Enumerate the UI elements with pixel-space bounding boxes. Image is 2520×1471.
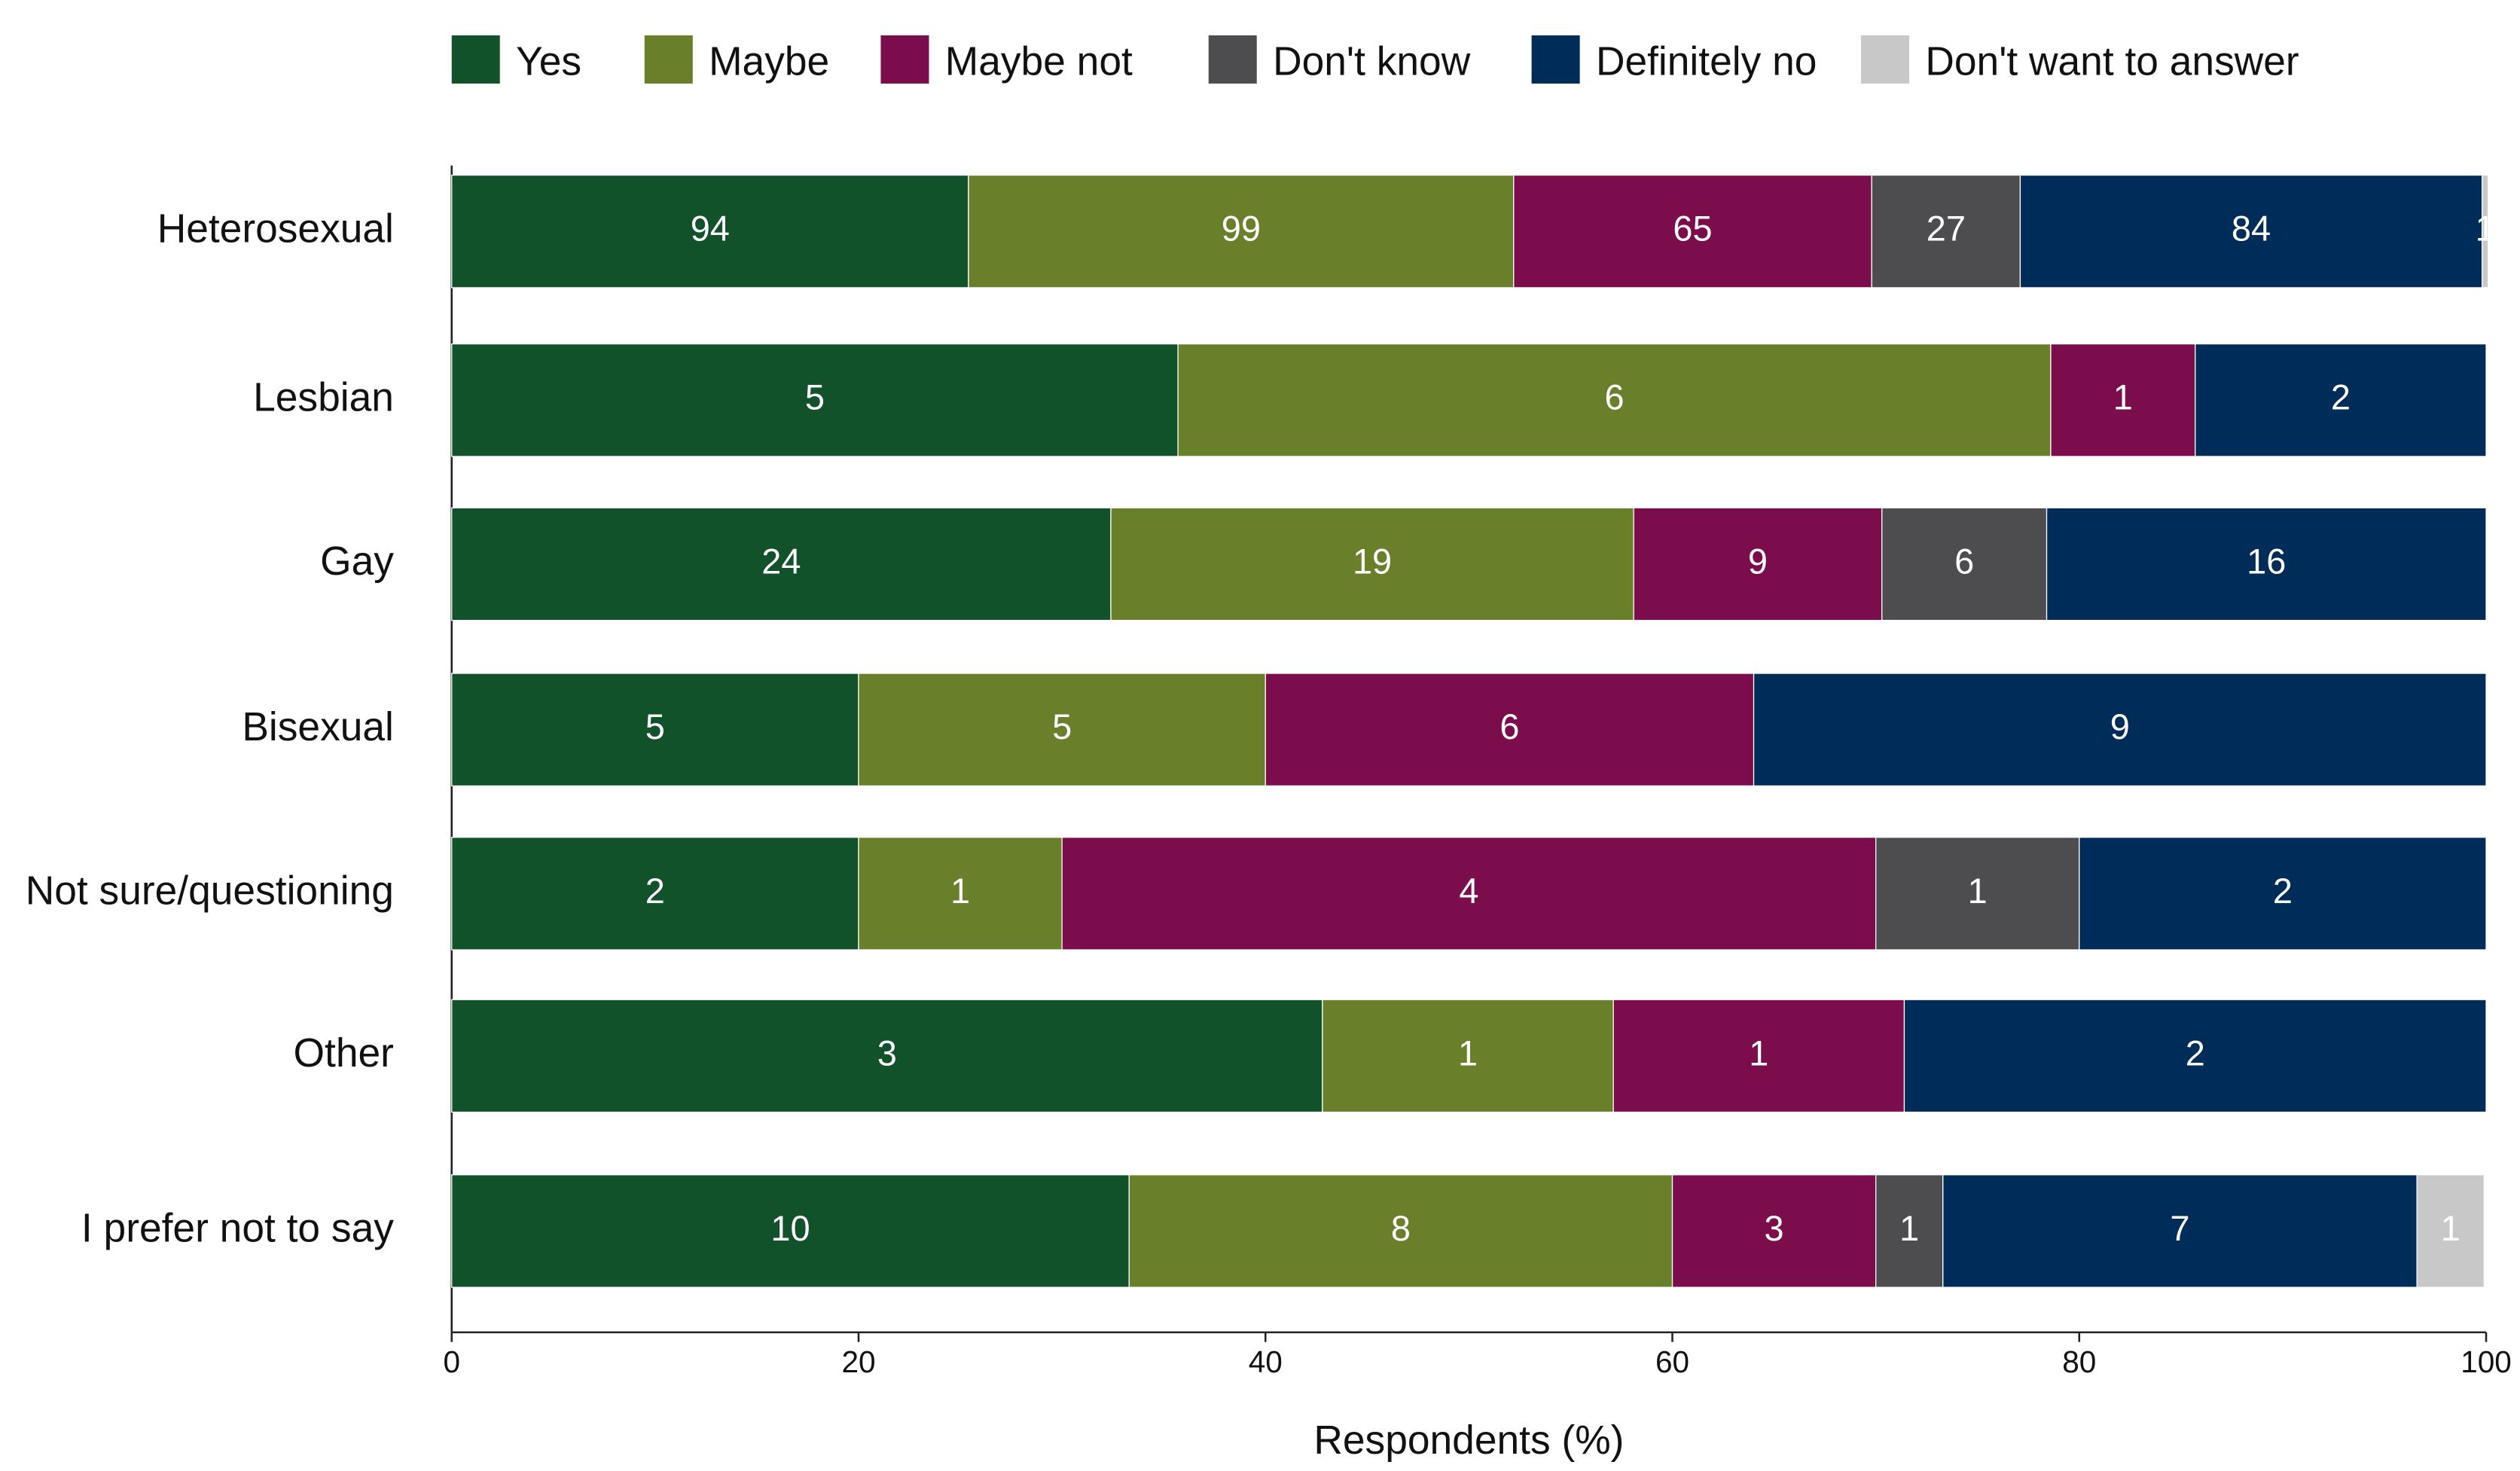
legend-swatch: [1208, 35, 1257, 84]
bar-segment: [1061, 837, 1877, 951]
bar-segment: [451, 673, 859, 787]
bar-segment: [1875, 1174, 1944, 1288]
category-label: Other: [294, 1031, 394, 1076]
bar-segment: [1265, 673, 1755, 787]
data-label: 2: [2331, 378, 2351, 417]
bar-segment: [1513, 174, 1872, 288]
data-label: 1: [2113, 378, 2133, 417]
data-label: 9: [1748, 542, 1768, 581]
legend-swatch: [644, 35, 693, 84]
bar-segment: [2079, 837, 2487, 951]
data-label: 3: [877, 1033, 897, 1073]
x-tick-label: 20: [841, 1344, 875, 1379]
data-label: 94: [691, 209, 730, 249]
legend-label: Definitely no: [1596, 39, 1817, 84]
bar-segment: [451, 507, 1112, 621]
legend-swatch: [1531, 35, 1580, 84]
x-tick-label: 60: [1655, 1344, 1689, 1379]
data-label: 9: [2110, 707, 2130, 746]
bar-segment: [2046, 507, 2487, 621]
data-label: 99: [1222, 209, 1261, 249]
data-label: 1: [1899, 1209, 1919, 1248]
x-axis-label: Respondents (%): [1313, 1418, 1624, 1463]
data-label: 5: [1052, 707, 1072, 746]
bar-segment: [1671, 1174, 1877, 1288]
legend-label: Maybe not: [945, 39, 1133, 84]
bar-segment: [451, 837, 859, 951]
legend-label: Maybe: [709, 39, 829, 84]
data-label: 6: [1954, 542, 1974, 581]
data-label: 7: [2170, 1209, 2189, 1248]
x-tick-label: 40: [1249, 1344, 1283, 1379]
bar-segment: [451, 343, 1179, 457]
bar-segment: [451, 174, 969, 288]
legend-swatch: [451, 35, 500, 84]
bar-segment: [1110, 507, 1634, 621]
data-label: 8: [1391, 1209, 1411, 1248]
bar-segment: [451, 999, 1323, 1113]
data-label: 2: [2186, 1033, 2205, 1073]
legend-label: Don't want to answer: [1925, 39, 2299, 84]
bar-segment: [1128, 1174, 1673, 1288]
bar-segment: [1322, 999, 1614, 1113]
data-label: 10: [770, 1209, 810, 1248]
data-label: 19: [1353, 542, 1392, 581]
bar-segment: [1753, 673, 2487, 787]
bar-segment: [968, 174, 1515, 288]
bar-segment: [1881, 507, 2048, 621]
data-label: 84: [2232, 209, 2271, 249]
x-tick-label: 80: [2062, 1344, 2096, 1379]
data-label: 1: [1749, 1033, 1768, 1073]
bar-segment: [2416, 1174, 2485, 1288]
legend-swatch: [880, 35, 929, 84]
legend-swatch: [1861, 35, 1910, 84]
category-label: Lesbian: [253, 375, 394, 420]
data-label: 1: [1458, 1033, 1478, 1073]
data-label: 27: [1927, 209, 1966, 249]
bar-segment: [2195, 343, 2487, 457]
data-label: 16: [2247, 542, 2286, 581]
legend-label: Yes: [516, 39, 581, 84]
data-label: 1: [1968, 871, 1988, 911]
data-label: 5: [645, 707, 665, 746]
data-label: 6: [1604, 378, 1624, 417]
bar-segment: [1942, 1174, 2418, 1288]
bar-segment: [1612, 999, 1905, 1113]
data-label: 1: [2441, 1209, 2461, 1248]
legend-label: Don't know: [1273, 39, 1471, 84]
bar-segment: [1633, 507, 1883, 621]
category-label: Heterosexual: [157, 206, 394, 251]
bar-segment: [1177, 343, 2052, 457]
bar-segment: [858, 673, 1266, 787]
bar-segment: [858, 837, 1063, 951]
data-label: 3: [1765, 1209, 1784, 1248]
bar-segment: [451, 1174, 1130, 1288]
data-label: 5: [805, 378, 825, 417]
bar-segment: [1903, 999, 2487, 1113]
bar-segment: [2050, 343, 2196, 457]
data-label: 1: [2476, 209, 2495, 249]
x-tick-label: 100: [2461, 1344, 2512, 1379]
x-tick-label: 0: [443, 1344, 460, 1379]
bar-segment: [1875, 837, 2080, 951]
data-label: 4: [1459, 871, 1478, 911]
data-label: 2: [645, 871, 665, 911]
bar-segment: [2481, 174, 2489, 288]
category-label: Not sure/questioning: [26, 868, 394, 913]
category-label: Bisexual: [242, 705, 394, 749]
data-label: 24: [761, 542, 801, 581]
category-label: I prefer not to say: [81, 1207, 394, 1251]
data-label: 65: [1673, 209, 1712, 249]
category-label: Gay: [320, 539, 394, 584]
data-label: 1: [950, 871, 970, 911]
data-label: 6: [1499, 707, 1519, 746]
data-label: 2: [2273, 871, 2293, 911]
